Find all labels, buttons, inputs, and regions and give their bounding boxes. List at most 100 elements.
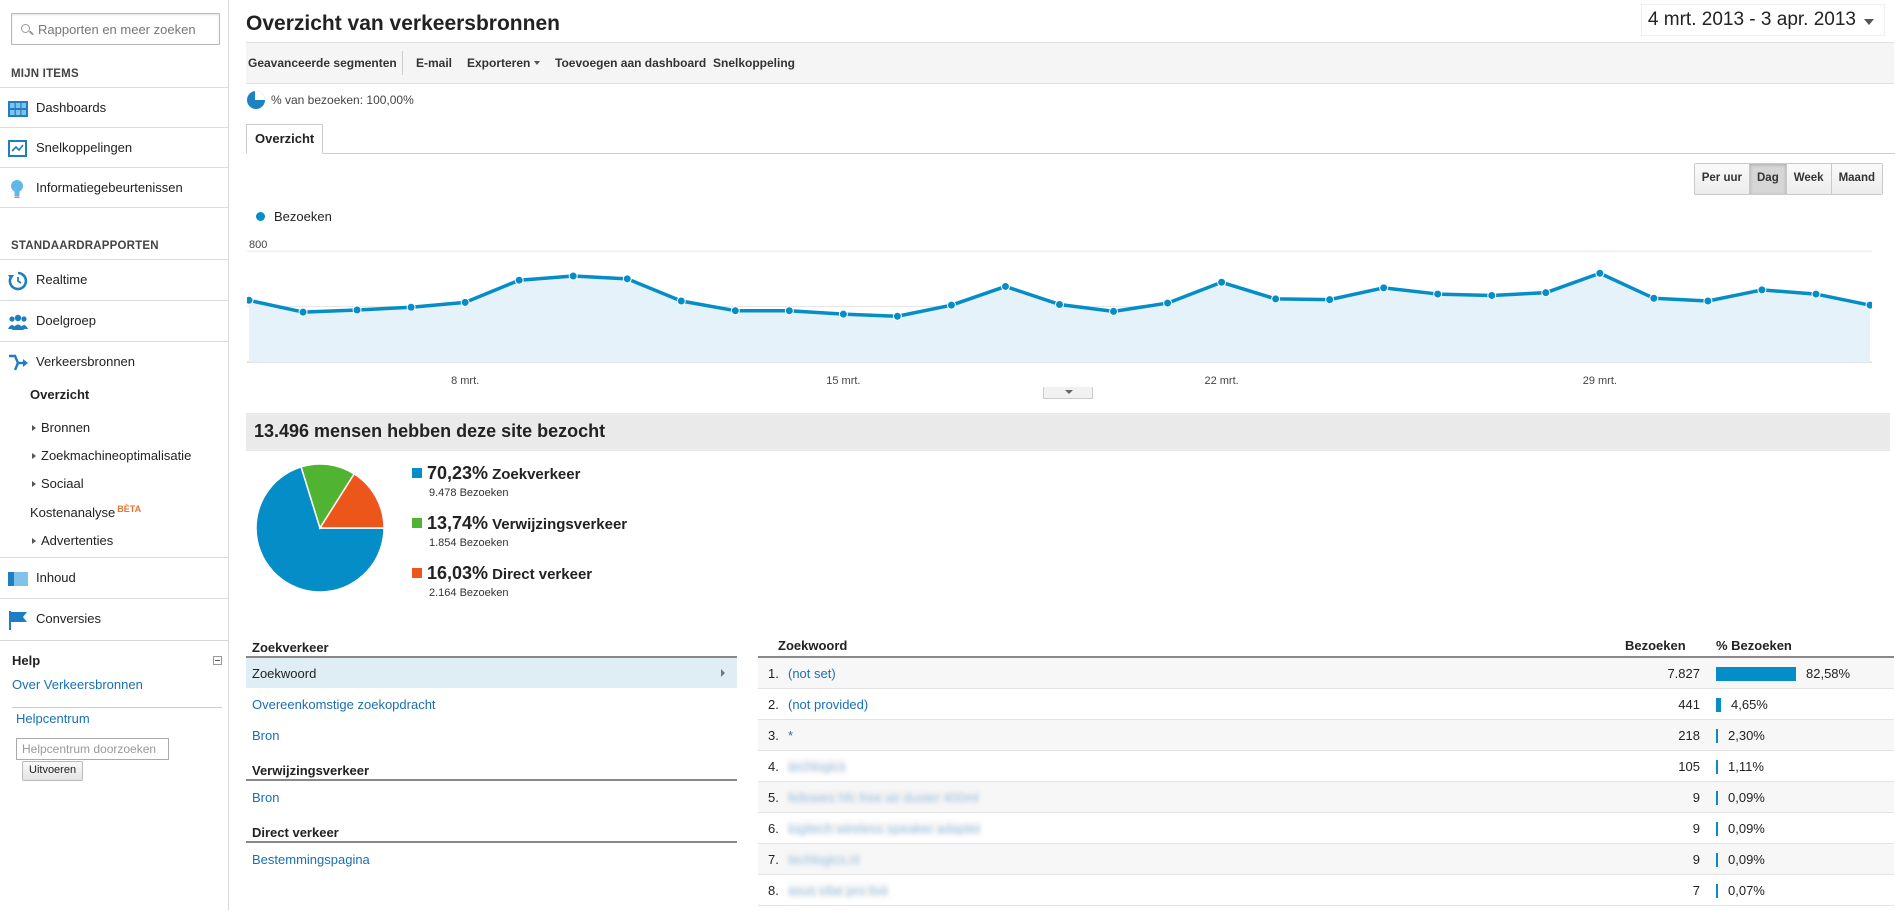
data-point[interactable] (838, 309, 848, 319)
main-content: Overzicht van verkeersbronnen 4 mrt. 201… (230, 0, 1895, 910)
data-point[interactable] (1541, 288, 1551, 298)
about-traffic-link[interactable]: Over Verkeersbronnen (12, 677, 143, 692)
table-row[interactable]: 3. * 218 2,30% (758, 720, 1894, 751)
table-row[interactable]: 7. techlogics.nl 9 0,09% (758, 844, 1894, 875)
data-point[interactable] (784, 306, 794, 316)
table-row[interactable]: 8. asus vibe pro live 7 0,07% (758, 875, 1894, 906)
data-point[interactable] (1325, 295, 1335, 305)
data-point[interactable] (622, 274, 632, 284)
data-point[interactable] (1811, 289, 1821, 299)
data-point[interactable] (1433, 289, 1443, 299)
search-icon (21, 24, 30, 33)
search-item-source[interactable]: Bron (252, 728, 280, 743)
export-label: Exporteren (467, 56, 531, 70)
visits-line-chart[interactable]: 8004008 mrt.15 mrt.22 mrt.29 mrt. (247, 228, 1872, 388)
data-point[interactable] (1703, 296, 1713, 306)
search-item-matched-query[interactable]: Overeenkomstige zoekopdracht (252, 697, 436, 712)
pct-bar (1716, 822, 1718, 836)
table-row[interactable]: 5. fellowes hfc free air duster 400ml 9 0,0… (758, 782, 1894, 813)
pie-slice (255, 465, 385, 593)
date-range-picker[interactable]: 4 mrt. 2013 - 3 apr. 2013 (1640, 4, 1885, 36)
sidebar-item-realtime[interactable]: Realtime (0, 259, 229, 299)
table-row[interactable]: 1. (not set) 7.827 82,58% (758, 658, 1894, 689)
keyword-link[interactable]: fellowes hfc free air duster 400ml (788, 790, 979, 805)
chart-collapse-handle[interactable] (1043, 387, 1093, 399)
tab-overview[interactable]: Overzicht (246, 124, 324, 154)
col-keyword[interactable]: Zoekwoord (778, 638, 848, 653)
data-point[interactable] (1271, 294, 1281, 304)
data-point[interactable] (1379, 283, 1389, 293)
table-row[interactable]: 2. (not provided) 441 4,65% (758, 689, 1894, 720)
pct-bar (1716, 729, 1718, 743)
traffic-arrows-icon (9, 354, 28, 371)
export-button[interactable]: Exporteren (467, 56, 541, 70)
helpcenter-link[interactable]: Helpcentrum (16, 711, 90, 726)
sidebar-sub-overview[interactable]: Overzicht (30, 387, 90, 402)
dashboard-grid-icon (8, 101, 28, 117)
data-point[interactable] (1865, 300, 1872, 310)
data-point[interactable] (298, 307, 308, 317)
helpcenter-go-button[interactable]: Uitvoeren (22, 761, 84, 781)
referral-item-source[interactable]: Bron (252, 790, 280, 805)
data-point[interactable] (1000, 281, 1010, 291)
data-point[interactable] (1217, 277, 1227, 287)
advanced-segments-button[interactable]: Geavanceerde segmenten (248, 56, 397, 70)
col-pct-visits[interactable]: % Bezoeken (1716, 638, 1792, 653)
email-button[interactable]: E-mail (416, 56, 453, 70)
sidebar-item-traffic-sources[interactable]: Verkeersbronnen (0, 341, 229, 381)
data-point[interactable] (460, 297, 470, 307)
sidebar-item-shortcuts[interactable]: Snelkoppelingen (0, 127, 229, 167)
data-point[interactable] (514, 275, 524, 285)
keyword-link[interactable]: techlogics (788, 759, 846, 774)
collapse-icon[interactable] (213, 656, 222, 665)
data-point[interactable] (1163, 298, 1173, 308)
keyword-link[interactable]: * (788, 728, 794, 743)
keyword-link[interactable]: asus vibe pro live (788, 883, 889, 898)
data-point[interactable] (892, 311, 902, 321)
keyword-link[interactable]: logitech wireless speaker adapter (788, 821, 981, 836)
data-point[interactable] (568, 271, 578, 281)
data-point[interactable] (1109, 306, 1119, 316)
sidebar-item-content[interactable]: Inhoud (0, 557, 229, 597)
sidebar-item-audience[interactable]: Doelgroep (0, 300, 229, 340)
data-point[interactable] (730, 306, 740, 316)
data-point[interactable] (352, 305, 362, 315)
add-to-dashboard-button[interactable]: Toevoegen aan dashboard (555, 56, 707, 70)
pie-pct: 13,74% (427, 513, 489, 533)
col-visits[interactable]: Bezoeken (1625, 638, 1686, 653)
data-point[interactable] (1757, 285, 1767, 295)
granularity-month-button[interactable]: Maand (1830, 164, 1882, 194)
visits-value: 9 (1692, 821, 1700, 836)
data-point[interactable] (946, 300, 956, 310)
shortcut-button[interactable]: Snelkoppeling (713, 56, 796, 70)
data-point[interactable] (406, 302, 416, 312)
table-row[interactable]: 6. logitech wireless speaker adapter 9 0,09… (758, 813, 1894, 844)
data-point[interactable] (1487, 290, 1497, 300)
data-point[interactable] (676, 296, 686, 306)
sidebar-sub-social[interactable]: Sociaal (32, 476, 84, 491)
sidebar-item-dashboards[interactable]: Dashboards (0, 87, 229, 127)
sidebar-sub-ads[interactable]: Advertenties (32, 533, 113, 548)
keyword-link[interactable]: (not provided) (788, 697, 869, 712)
helpcenter-search-input[interactable]: Helpcentrum doorzoeken (16, 738, 169, 760)
sidebar-sub-seo[interactable]: Zoekmachineoptimalisatie (32, 448, 191, 463)
granularity-week-button[interactable]: Week (1785, 164, 1831, 194)
sidebar-item-intelligence-events[interactable]: Informatiegebeurtenissen (0, 167, 229, 207)
sidebar-sub-cost-analysis[interactable]: Kostenanalyse BÈTA (30, 504, 141, 520)
data-point[interactable] (1649, 293, 1659, 303)
keyword-link[interactable]: (not set) (788, 666, 836, 681)
granularity-day-button[interactable]: Dag (1749, 164, 1786, 194)
data-point[interactable] (247, 295, 254, 305)
data-point[interactable] (1595, 268, 1605, 278)
x-tick-label: 29 mrt. (1583, 375, 1617, 387)
sidebar-sub-sources[interactable]: Bronnen (32, 420, 90, 435)
legend-swatch (412, 568, 422, 578)
search-item-keyword[interactable]: Zoekwoord (246, 658, 737, 688)
granularity-hourly-button[interactable]: Per uur (1694, 164, 1749, 194)
data-point[interactable] (1055, 299, 1064, 309)
report-search-input[interactable]: Rapporten en meer zoeken (11, 13, 220, 45)
direct-item-landing-page[interactable]: Bestemmingspagina (252, 852, 370, 867)
table-row[interactable]: 4. techlogics 105 1,11% (758, 751, 1894, 782)
sidebar-item-conversions[interactable]: Conversies (0, 598, 229, 638)
keyword-link[interactable]: techlogics.nl (788, 852, 860, 867)
